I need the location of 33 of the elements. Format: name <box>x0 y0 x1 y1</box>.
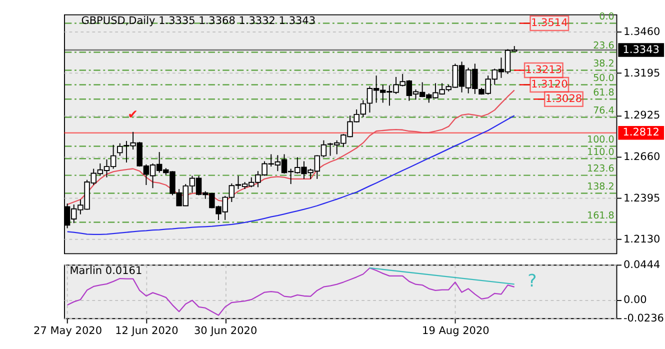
annotation: 138.2 <box>587 181 614 192</box>
y-tick-label: 1.2660 <box>623 150 660 163</box>
y-tick-label: 0.0444 <box>623 259 660 272</box>
y-tick-label: -0.0236 <box>623 312 664 325</box>
x-tick-label: 30 Jun 2020 <box>194 324 258 337</box>
annotation: 123.6 <box>587 163 614 174</box>
x-tick-label: 19 Aug 2020 <box>422 324 490 337</box>
annotation: 161.8 <box>587 210 614 222</box>
text: ? <box>528 272 537 292</box>
ref-line-label: 1.2812 <box>622 126 660 139</box>
chart-title: Marlin 0.0161 <box>70 265 142 278</box>
annotation: 1.3120 <box>531 78 568 91</box>
annotation: ✔ <box>128 106 138 122</box>
x-tick-label: 27 May 2020 <box>34 324 102 337</box>
annotation: 110.0 <box>587 146 614 158</box>
annotation: 1.3213 <box>525 64 562 76</box>
annotation: 23.6 <box>593 40 614 52</box>
y-tick-label: 1.3195 <box>623 67 660 80</box>
annotation: 1.3514 <box>531 17 568 30</box>
annotation: 61.8 <box>593 87 614 98</box>
y-tick-label: 1.3460 <box>623 26 660 38</box>
x-tick-label: 12 Jun 2020 <box>115 324 178 337</box>
y-tick-label: 0.00 <box>623 294 647 306</box>
annotation: 1.3028 <box>545 92 582 105</box>
annotation: 50.0 <box>593 72 614 84</box>
y-tick-label: 1.2925 <box>623 110 660 122</box>
annotation: 100.0 <box>587 134 614 146</box>
y-tick-label: 1.2130 <box>623 234 660 246</box>
annotation: 76.4 <box>593 105 614 116</box>
line-series <box>66 267 515 316</box>
y-tick-label: 1.2395 <box>623 192 660 204</box>
annotation: 38.2 <box>593 58 614 70</box>
ref-line-label: 1.3343 <box>622 44 660 56</box>
